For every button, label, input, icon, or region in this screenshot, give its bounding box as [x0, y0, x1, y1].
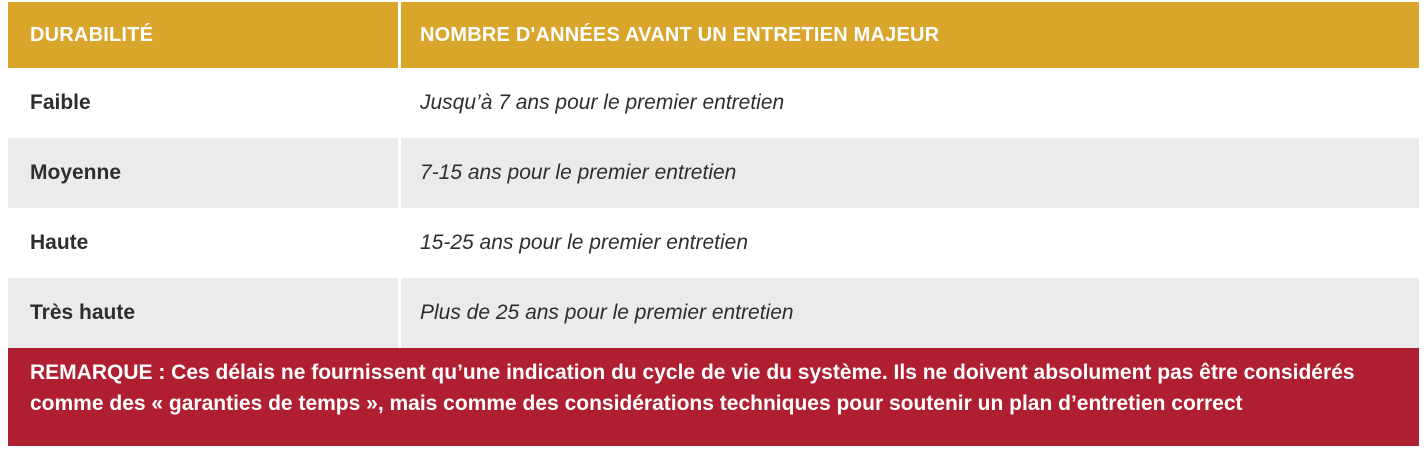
header-cell-years: NOMBRE D'ANNÉES AVANT UN ENTRETIEN MAJEU…	[401, 2, 1419, 68]
durability-cell: Haute	[8, 208, 398, 278]
note-banner: REMARQUE : Ces délais ne fournissent qu’…	[8, 348, 1419, 446]
table-row: Moyenne 7-15 ans pour le premier entreti…	[8, 138, 1419, 208]
years-value: Plus de 25 ans pour le premier entretien	[420, 301, 794, 324]
years-cell: 15-25 ans pour le premier entretien	[401, 208, 1419, 278]
note-text: REMARQUE : Ces délais ne fournissent qu’…	[30, 361, 1355, 415]
years-cell: Jusqu’à 7 ans pour le premier entretien	[401, 68, 1419, 138]
header-cell-durability: DURABILITÉ	[8, 2, 398, 68]
years-value: 15-25 ans pour le premier entretien	[420, 231, 749, 254]
durability-value: Faible	[30, 91, 91, 114]
durability-value: Moyenne	[30, 161, 122, 184]
years-cell: Plus de 25 ans pour le premier entretien	[401, 278, 1419, 348]
table-row: Haute 15-25 ans pour le premier entretie…	[8, 208, 1419, 278]
table-row: Faible Jusqu’à 7 ans pour le premier ent…	[8, 68, 1419, 138]
header-label-durability: DURABILITÉ	[30, 23, 154, 46]
table-row: Très haute Plus de 25 ans pour le premie…	[8, 278, 1419, 348]
years-cell: 7-15 ans pour le premier entretien	[401, 138, 1419, 208]
durability-value: Haute	[30, 231, 89, 254]
table-header-row: DURABILITÉ NOMBRE D'ANNÉES AVANT UN ENTR…	[8, 2, 1419, 68]
years-value: Jusqu’à 7 ans pour le premier entretien	[420, 91, 785, 114]
header-label-years: NOMBRE D'ANNÉES AVANT UN ENTRETIEN MAJEU…	[420, 23, 940, 46]
years-value: 7-15 ans pour le premier entretien	[420, 161, 737, 184]
durability-cell: Très haute	[8, 278, 398, 348]
durability-cell: Moyenne	[8, 138, 398, 208]
durability-cell: Faible	[8, 68, 398, 138]
durability-value: Très haute	[30, 301, 136, 324]
durability-table: DURABILITÉ NOMBRE D'ANNÉES AVANT UN ENTR…	[8, 2, 1419, 446]
